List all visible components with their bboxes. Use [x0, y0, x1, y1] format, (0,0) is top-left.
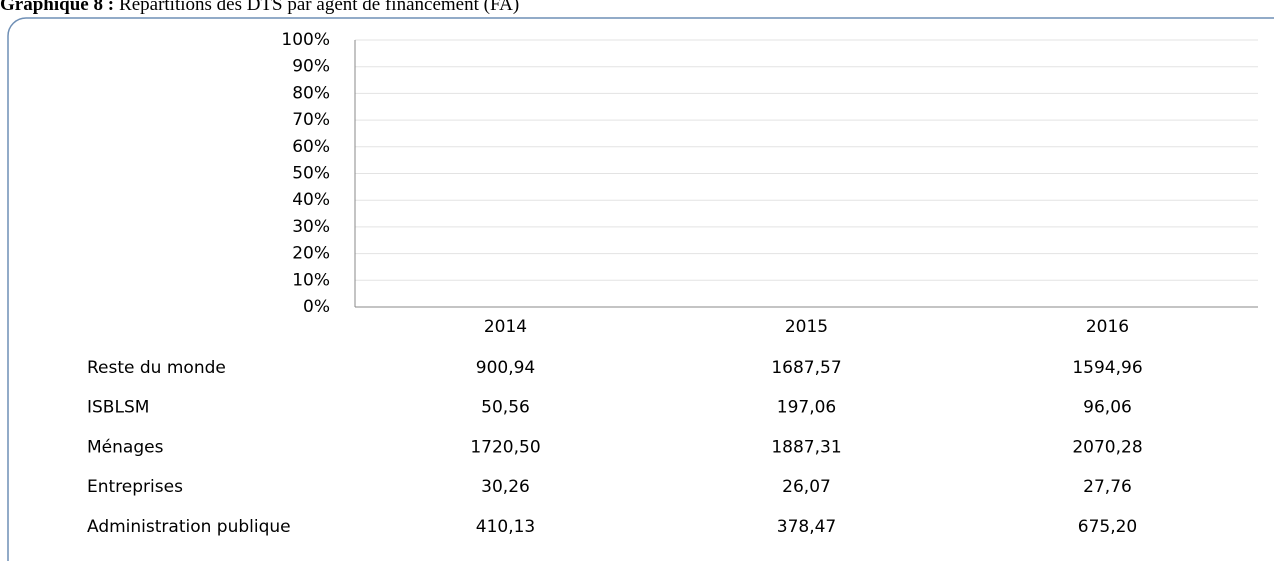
table-cell: 378,47 [777, 517, 836, 537]
y-tick-label: 60% [292, 137, 330, 157]
chart-frame [7, 17, 1274, 561]
y-tick-label: 20% [292, 244, 330, 264]
chart-title: Graphique 8 : Répartitions des DTS par ag… [0, 0, 519, 15]
x-tick-label: 2015 [785, 317, 828, 337]
y-tick-label: 40% [292, 190, 330, 210]
x-tick-label: 2016 [1086, 317, 1129, 337]
table-row-name: ISBLSM [87, 398, 149, 418]
table-cell: 900,94 [476, 358, 535, 378]
table-row-name: Entreprises [87, 477, 183, 497]
y-tick-label: 100% [281, 30, 330, 50]
table-cell: 1687,57 [771, 358, 841, 378]
table-cell: 675,20 [1078, 517, 1137, 537]
table-cell: 1594,96 [1072, 358, 1142, 378]
table-cell: 410,13 [476, 517, 535, 537]
table-cell: 50,56 [481, 398, 530, 418]
y-tick-label: 50% [292, 164, 330, 184]
y-tick-label: 0% [303, 297, 330, 317]
table-cell: 1887,31 [771, 437, 841, 457]
title-text: Répartitions des DTS par agent de financ… [119, 0, 519, 15]
table-row-name: Administration publique [87, 517, 291, 537]
table-row-name: Ménages [87, 437, 164, 457]
table-cell: 27,76 [1083, 477, 1132, 497]
table-cell: 26,07 [782, 477, 831, 497]
table-cell: 96,06 [1083, 398, 1132, 418]
table-row-name: Reste du monde [87, 358, 226, 378]
table-cell: 197,06 [777, 398, 836, 418]
table-cell: 1720,50 [470, 437, 540, 457]
y-tick-label: 30% [292, 217, 330, 237]
table-cell: 30,26 [481, 477, 530, 497]
y-tick-label: 90% [292, 57, 330, 77]
title-label: Graphique 8 : [0, 0, 114, 15]
y-tick-label: 70% [292, 110, 330, 130]
y-tick-label: 10% [292, 270, 330, 290]
x-tick-label: 2014 [484, 317, 527, 337]
y-tick-label: 80% [292, 83, 330, 103]
table-cell: 2070,28 [1072, 437, 1142, 457]
